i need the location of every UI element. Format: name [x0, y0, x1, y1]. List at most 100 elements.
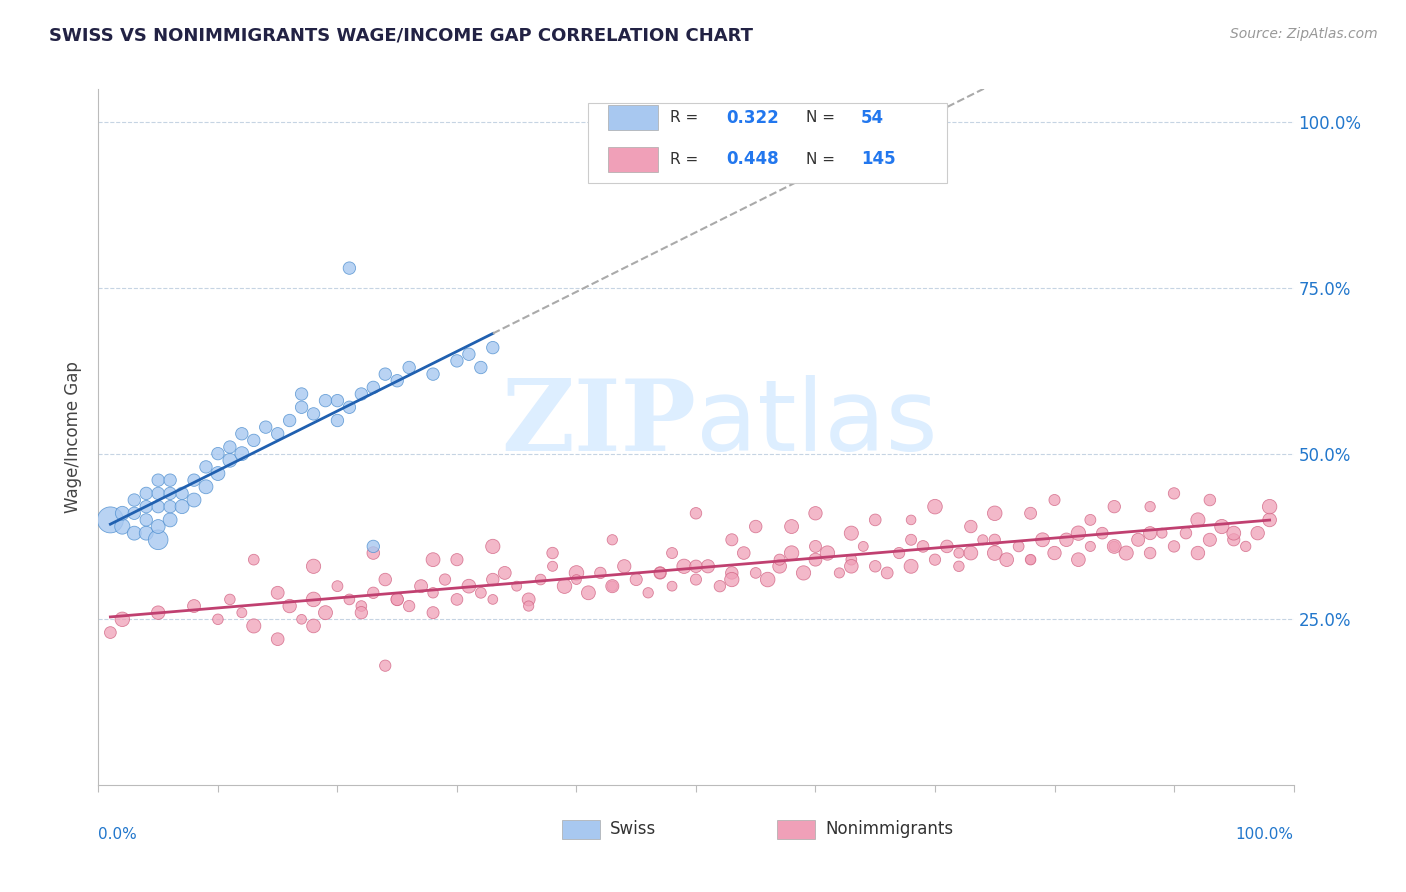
Point	[111, 506, 134, 520]
Point	[350, 606, 373, 620]
Point	[159, 500, 181, 514]
Point	[278, 599, 301, 613]
Text: N =: N =	[806, 111, 839, 125]
Point	[721, 533, 744, 547]
Point	[1043, 546, 1066, 560]
Point	[446, 592, 468, 607]
Point	[1080, 540, 1102, 554]
Point	[385, 592, 409, 607]
Point	[302, 619, 325, 633]
Point	[1104, 540, 1126, 554]
Point	[481, 592, 505, 607]
Point	[721, 573, 744, 587]
Point	[1163, 486, 1185, 500]
Point	[135, 526, 157, 541]
Point	[291, 387, 314, 401]
Point	[1199, 533, 1222, 547]
Point	[302, 592, 325, 607]
Point	[339, 401, 361, 415]
Point	[183, 473, 205, 487]
Point	[363, 586, 385, 600]
Point	[900, 513, 922, 527]
Point	[172, 486, 194, 500]
Point	[363, 546, 385, 560]
Point	[148, 606, 170, 620]
Point	[1080, 513, 1102, 527]
Point	[315, 606, 337, 620]
Point	[422, 367, 444, 381]
Point	[1104, 500, 1126, 514]
Point	[1163, 540, 1185, 554]
Point	[374, 658, 396, 673]
Point	[1019, 552, 1042, 566]
Point	[422, 606, 444, 620]
Point	[924, 500, 946, 514]
Point	[1223, 526, 1246, 541]
Point	[1091, 526, 1114, 541]
Point	[363, 380, 385, 394]
Point	[339, 261, 361, 276]
Point	[565, 573, 588, 587]
Text: Swiss: Swiss	[610, 821, 657, 838]
Point	[745, 566, 768, 580]
Point	[804, 540, 827, 554]
FancyBboxPatch shape	[607, 105, 658, 130]
Point	[111, 519, 134, 533]
Text: 54: 54	[860, 109, 884, 127]
Point	[326, 579, 349, 593]
Point	[1019, 506, 1042, 520]
Point	[995, 552, 1018, 566]
Point	[231, 447, 253, 461]
Point	[648, 566, 672, 580]
Point	[135, 500, 157, 514]
Point	[673, 559, 696, 574]
Point	[1258, 513, 1281, 527]
Point	[148, 500, 170, 514]
Point	[434, 573, 457, 587]
Point	[1043, 493, 1066, 508]
Point	[458, 347, 481, 361]
Point	[481, 573, 505, 587]
Point	[506, 579, 529, 593]
Point	[302, 407, 325, 421]
Point	[697, 559, 720, 574]
Point	[398, 360, 420, 375]
Point	[709, 579, 731, 593]
Point	[948, 559, 970, 574]
Point	[98, 625, 122, 640]
Point	[768, 559, 790, 574]
Point	[828, 566, 851, 580]
Point	[648, 566, 672, 580]
Point	[111, 612, 134, 626]
Point	[411, 579, 433, 593]
Text: 0.322: 0.322	[725, 109, 779, 127]
Point	[1223, 533, 1246, 547]
Point	[1199, 493, 1222, 508]
Point	[745, 519, 768, 533]
Point	[721, 566, 744, 580]
Point	[219, 440, 242, 454]
Point	[685, 506, 707, 520]
Point	[1211, 519, 1233, 533]
Point	[148, 519, 170, 533]
Point	[207, 612, 229, 626]
Point	[315, 393, 337, 408]
Point	[124, 506, 146, 520]
Point	[626, 573, 648, 587]
Point	[481, 341, 505, 355]
Text: N =: N =	[806, 152, 839, 167]
Point	[1258, 500, 1281, 514]
Point	[339, 592, 361, 607]
Point	[350, 387, 373, 401]
Point	[446, 552, 468, 566]
Text: 0.0%: 0.0%	[98, 827, 138, 842]
Point	[900, 559, 922, 574]
Point	[780, 546, 803, 560]
Point	[517, 592, 540, 607]
Point	[231, 426, 253, 441]
Point	[924, 552, 946, 566]
Point	[804, 506, 827, 520]
Point	[135, 513, 157, 527]
Point	[1187, 546, 1209, 560]
Point	[302, 559, 325, 574]
